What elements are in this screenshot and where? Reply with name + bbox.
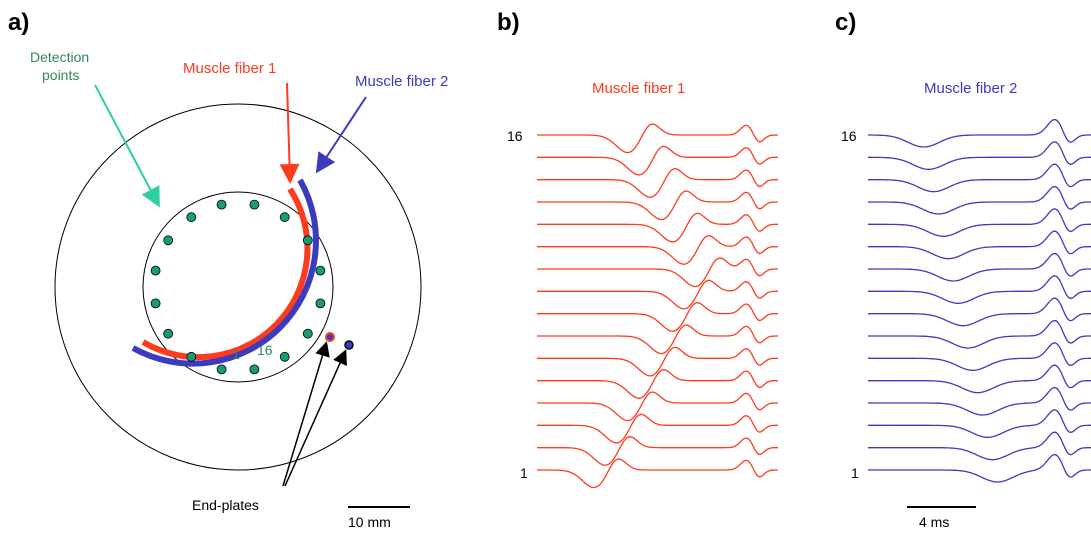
traces-fiber2 bbox=[868, 118, 1091, 483]
panel-c: c) Muscle fiber 2 16 1 4 ms bbox=[835, 9, 1091, 530]
detection-arrow bbox=[94, 84, 160, 208]
trace-channel-16 bbox=[537, 123, 778, 154]
electrode-point bbox=[249, 364, 260, 375]
trace-channel-15 bbox=[868, 141, 1091, 170]
trace-channel-5 bbox=[537, 369, 778, 399]
panel-b-title: Muscle fiber 1 bbox=[592, 80, 685, 97]
trace-channel-7 bbox=[537, 324, 778, 355]
scale-label-4ms: 4 ms bbox=[919, 514, 949, 530]
trace-channel-15 bbox=[537, 145, 778, 176]
fiber2-arrow bbox=[315, 96, 367, 174]
detection-label-line2: points bbox=[42, 67, 79, 83]
panel-b-label: b) bbox=[497, 9, 520, 36]
trace-channel-12 bbox=[868, 208, 1091, 237]
trace-channel-4 bbox=[868, 386, 1091, 416]
endplates-label: End-plates bbox=[192, 497, 259, 513]
trace-channel-7 bbox=[868, 319, 1091, 349]
panel-a-label: a) bbox=[8, 9, 29, 36]
electrode-point bbox=[315, 298, 326, 309]
electrode-points bbox=[150, 199, 326, 375]
trace-channel-2 bbox=[868, 431, 1091, 461]
trace-channel-2 bbox=[537, 436, 778, 466]
electrode-point bbox=[302, 235, 313, 246]
electrode-point bbox=[186, 212, 197, 223]
detection-label-line1: Detection bbox=[30, 49, 89, 65]
panel-b: b) Muscle fiber 1 16 1 bbox=[497, 9, 778, 489]
trace-channel-4 bbox=[537, 391, 778, 422]
fiber1-arrow bbox=[279, 82, 300, 184]
electrode-point bbox=[315, 265, 326, 276]
trace-channel-3 bbox=[537, 413, 778, 444]
electrode-ring bbox=[142, 191, 334, 383]
trace-channel-13 bbox=[537, 190, 778, 221]
channel-last-label: 16 bbox=[257, 342, 273, 358]
panel-c-channel-top: 16 bbox=[841, 128, 857, 144]
electrode-point bbox=[216, 364, 227, 375]
trace-channel-10 bbox=[537, 257, 778, 288]
trace-channel-1 bbox=[868, 453, 1091, 483]
trace-channel-8 bbox=[537, 302, 778, 332]
trace-channel-5 bbox=[868, 364, 1091, 394]
fiber2-arc bbox=[131, 178, 319, 367]
trace-channel-6 bbox=[537, 346, 778, 377]
traces-fiber1 bbox=[537, 123, 778, 489]
skin-outline bbox=[54, 103, 422, 471]
trace-channel-8 bbox=[868, 297, 1091, 327]
endplate-fiber2-marker bbox=[344, 340, 354, 350]
trace-channel-3 bbox=[868, 409, 1091, 438]
electrode-point bbox=[279, 351, 290, 362]
trace-channel-10 bbox=[868, 252, 1091, 282]
panel-b-channel-bottom: 1 bbox=[520, 465, 528, 481]
endplate-arrow-2 bbox=[284, 349, 347, 487]
fiber2-label: Muscle fiber 2 bbox=[355, 73, 448, 90]
electrode-point bbox=[186, 351, 197, 362]
electrode-point bbox=[150, 298, 161, 309]
electrode-point bbox=[216, 199, 227, 210]
trace-channel-12 bbox=[537, 212, 778, 243]
trace-channel-14 bbox=[537, 168, 778, 198]
panel-c-label: c) bbox=[835, 9, 856, 36]
trace-channel-1 bbox=[537, 458, 778, 489]
electrode-point bbox=[163, 328, 174, 339]
endplate-arrow-1 bbox=[282, 341, 330, 487]
electrode-point bbox=[163, 235, 174, 246]
trace-channel-9 bbox=[537, 279, 778, 310]
electrode-point bbox=[249, 199, 260, 210]
scale-label-10mm: 10 mm bbox=[348, 514, 391, 530]
panel-a: a) Detection points Muscle fiber 1 Muscl… bbox=[8, 9, 448, 530]
panel-c-channel-bottom: 1 bbox=[851, 465, 859, 481]
channel-first-label: 1 bbox=[232, 346, 240, 362]
panel-b-channel-top: 16 bbox=[507, 128, 523, 144]
trace-channel-11 bbox=[868, 230, 1091, 260]
fiber1-arc bbox=[141, 187, 311, 361]
trace-channel-11 bbox=[537, 235, 778, 265]
trace-channel-14 bbox=[868, 163, 1091, 193]
trace-channel-16 bbox=[868, 118, 1091, 148]
endplate-fiber1-marker bbox=[325, 332, 335, 342]
electrode-point bbox=[150, 265, 161, 276]
panel-c-title: Muscle fiber 2 bbox=[924, 80, 1017, 97]
trace-channel-9 bbox=[868, 275, 1091, 304]
trace-channel-6 bbox=[868, 342, 1091, 371]
electrode-point bbox=[279, 212, 290, 223]
trace-channel-13 bbox=[868, 185, 1091, 215]
electrode-point bbox=[302, 328, 313, 339]
fiber1-label: Muscle fiber 1 bbox=[183, 60, 276, 77]
